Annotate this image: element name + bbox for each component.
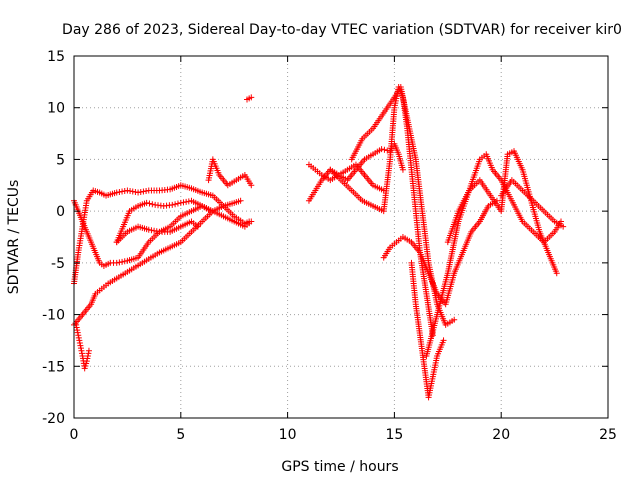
data-point-marker (151, 227, 158, 234)
data-point-marker (73, 324, 80, 331)
y-tick-label: -5 (51, 256, 65, 272)
data-point-marker (140, 188, 147, 195)
series-arc-d (73, 321, 92, 372)
data-point-marker (121, 187, 128, 194)
x-tick-labels: 0 5 10 15 20 25 (70, 427, 617, 443)
plot-frame (73, 55, 609, 419)
data-point-marker (194, 223, 201, 230)
data-point-marker (553, 270, 560, 277)
series-arc-j (305, 161, 387, 194)
y-tick-label: -10 (42, 308, 65, 324)
data-point-marker (378, 146, 385, 153)
data-point-marker (451, 316, 458, 323)
data-markers (71, 84, 567, 401)
data-point-marker (83, 358, 90, 365)
data-point-marker (84, 355, 91, 362)
y-tick-label: 10 (47, 101, 65, 117)
axis-ticks (73, 55, 609, 419)
data-point-marker (129, 188, 136, 195)
y-tick-label: -20 (42, 411, 65, 427)
data-point-marker (145, 226, 152, 233)
data-point-marker (153, 228, 160, 235)
data-point-marker (119, 258, 126, 265)
data-point-marker (76, 337, 83, 344)
x-axis-label: GPS time / hours (281, 459, 398, 475)
data-point-marker (237, 197, 244, 204)
data-point-marker (148, 227, 155, 234)
data-point-marker (174, 200, 181, 207)
x-tick-label: 25 (599, 427, 617, 443)
data-point-marker (85, 350, 92, 357)
data-point-marker (248, 94, 255, 101)
data-point-marker (84, 352, 91, 359)
data-point-marker (78, 347, 85, 354)
y-tick-label: -15 (42, 359, 65, 375)
series-arc-g (205, 156, 255, 189)
chart-title: Day 286 of 2023, Sidereal Day-to-day VTE… (62, 22, 622, 38)
data-point-marker (76, 340, 83, 347)
series-arc-f (113, 218, 201, 246)
data-point-marker (79, 350, 86, 357)
series-arc-a (71, 182, 253, 287)
data-point-marker (169, 201, 176, 208)
data-point-marker (185, 198, 192, 205)
series-arc-o (423, 151, 565, 359)
data-point-marker (248, 182, 255, 189)
data-point-marker (119, 188, 126, 195)
data-point-marker (75, 332, 82, 339)
y-tick-label: 0 (56, 204, 65, 220)
data-point-marker (74, 329, 81, 336)
data-point-marker (248, 218, 255, 225)
data-point-marker (560, 223, 567, 230)
x-tick-label: 0 (70, 427, 79, 443)
data-point-marker (75, 334, 82, 341)
data-point-marker (121, 258, 128, 265)
x-tick-label: 20 (492, 427, 510, 443)
data-point-marker (180, 199, 187, 206)
y-tick-label: 15 (47, 49, 65, 65)
series-arc-h (244, 94, 255, 103)
data-point-marker (132, 189, 139, 196)
series-arc-q (498, 177, 567, 230)
series-arc-p (444, 148, 560, 277)
series-arc-n (408, 259, 447, 401)
data-point-marker (113, 259, 120, 266)
data-point-marker (183, 198, 190, 205)
data-point-marker (74, 327, 81, 334)
series-arc-b (71, 197, 214, 269)
data-point-marker (113, 189, 120, 196)
x-tick-label: 10 (279, 427, 297, 443)
data-point-marker (143, 187, 150, 194)
series-arc-e (113, 197, 255, 246)
data-point-marker (177, 199, 184, 206)
x-tick-label: 15 (385, 427, 403, 443)
data-point-marker (116, 189, 123, 196)
y-tick-label: 5 (56, 152, 65, 168)
data-point-marker (124, 187, 131, 194)
data-point-marker (149, 201, 156, 208)
series-arc-l (348, 84, 458, 328)
data-point-marker (440, 337, 447, 344)
y-axis-label: SDTVAR / TECUs (6, 180, 22, 295)
data-point-marker (77, 342, 84, 349)
data-point-marker (77, 345, 84, 352)
data-point-marker (143, 199, 150, 206)
x-tick-label: 5 (176, 427, 185, 443)
data-point-marker (137, 189, 144, 196)
data-point-marker (135, 189, 142, 196)
data-point-marker (127, 187, 134, 194)
data-point-marker (146, 200, 153, 207)
data-point-marker (381, 146, 388, 153)
data-point-marker (85, 347, 92, 354)
data-point-marker (116, 259, 123, 266)
y-tick-labels: -20 -15 -10 -5 0 5 10 15 (42, 49, 65, 427)
data-point-marker (399, 166, 406, 173)
data-point-marker (172, 201, 179, 208)
